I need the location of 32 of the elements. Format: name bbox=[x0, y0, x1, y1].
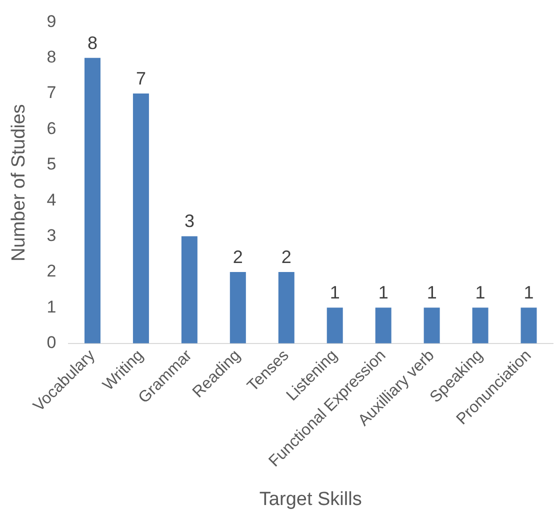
data-label: 7 bbox=[136, 68, 146, 89]
bar bbox=[424, 308, 440, 344]
data-label: 2 bbox=[281, 246, 292, 267]
data-label: 1 bbox=[378, 282, 388, 303]
y-tick-label: 4 bbox=[46, 190, 56, 210]
y-axis-title: Number of Studies bbox=[8, 104, 30, 262]
x-axis-title: Target Skills bbox=[259, 488, 362, 510]
y-tick-label: 7 bbox=[46, 83, 56, 102]
y-tick-label: 0 bbox=[46, 333, 56, 352]
data-label: 1 bbox=[524, 282, 534, 303]
data-label: 3 bbox=[184, 211, 194, 232]
bar bbox=[84, 58, 100, 344]
y-tick-label: 8 bbox=[46, 48, 56, 67]
y-tick-label: 3 bbox=[46, 226, 56, 245]
y-tick-label: 2 bbox=[46, 262, 56, 281]
bar bbox=[278, 272, 294, 344]
data-label: 1 bbox=[475, 282, 486, 303]
bar bbox=[132, 94, 149, 344]
bar bbox=[375, 308, 392, 344]
data-label: 2 bbox=[232, 246, 243, 267]
bar bbox=[230, 272, 246, 344]
bar bbox=[326, 308, 343, 344]
data-label: 8 bbox=[87, 32, 98, 53]
y-tick-label: 9 bbox=[46, 12, 56, 31]
y-tick-label: 5 bbox=[46, 154, 56, 174]
bar bbox=[520, 308, 537, 344]
y-tick-label: 1 bbox=[46, 297, 56, 316]
data-label: 1 bbox=[330, 282, 340, 303]
y-tick-label: 6 bbox=[46, 118, 56, 138]
bar bbox=[472, 308, 488, 344]
data-label: 1 bbox=[426, 282, 437, 303]
bar bbox=[181, 236, 198, 344]
